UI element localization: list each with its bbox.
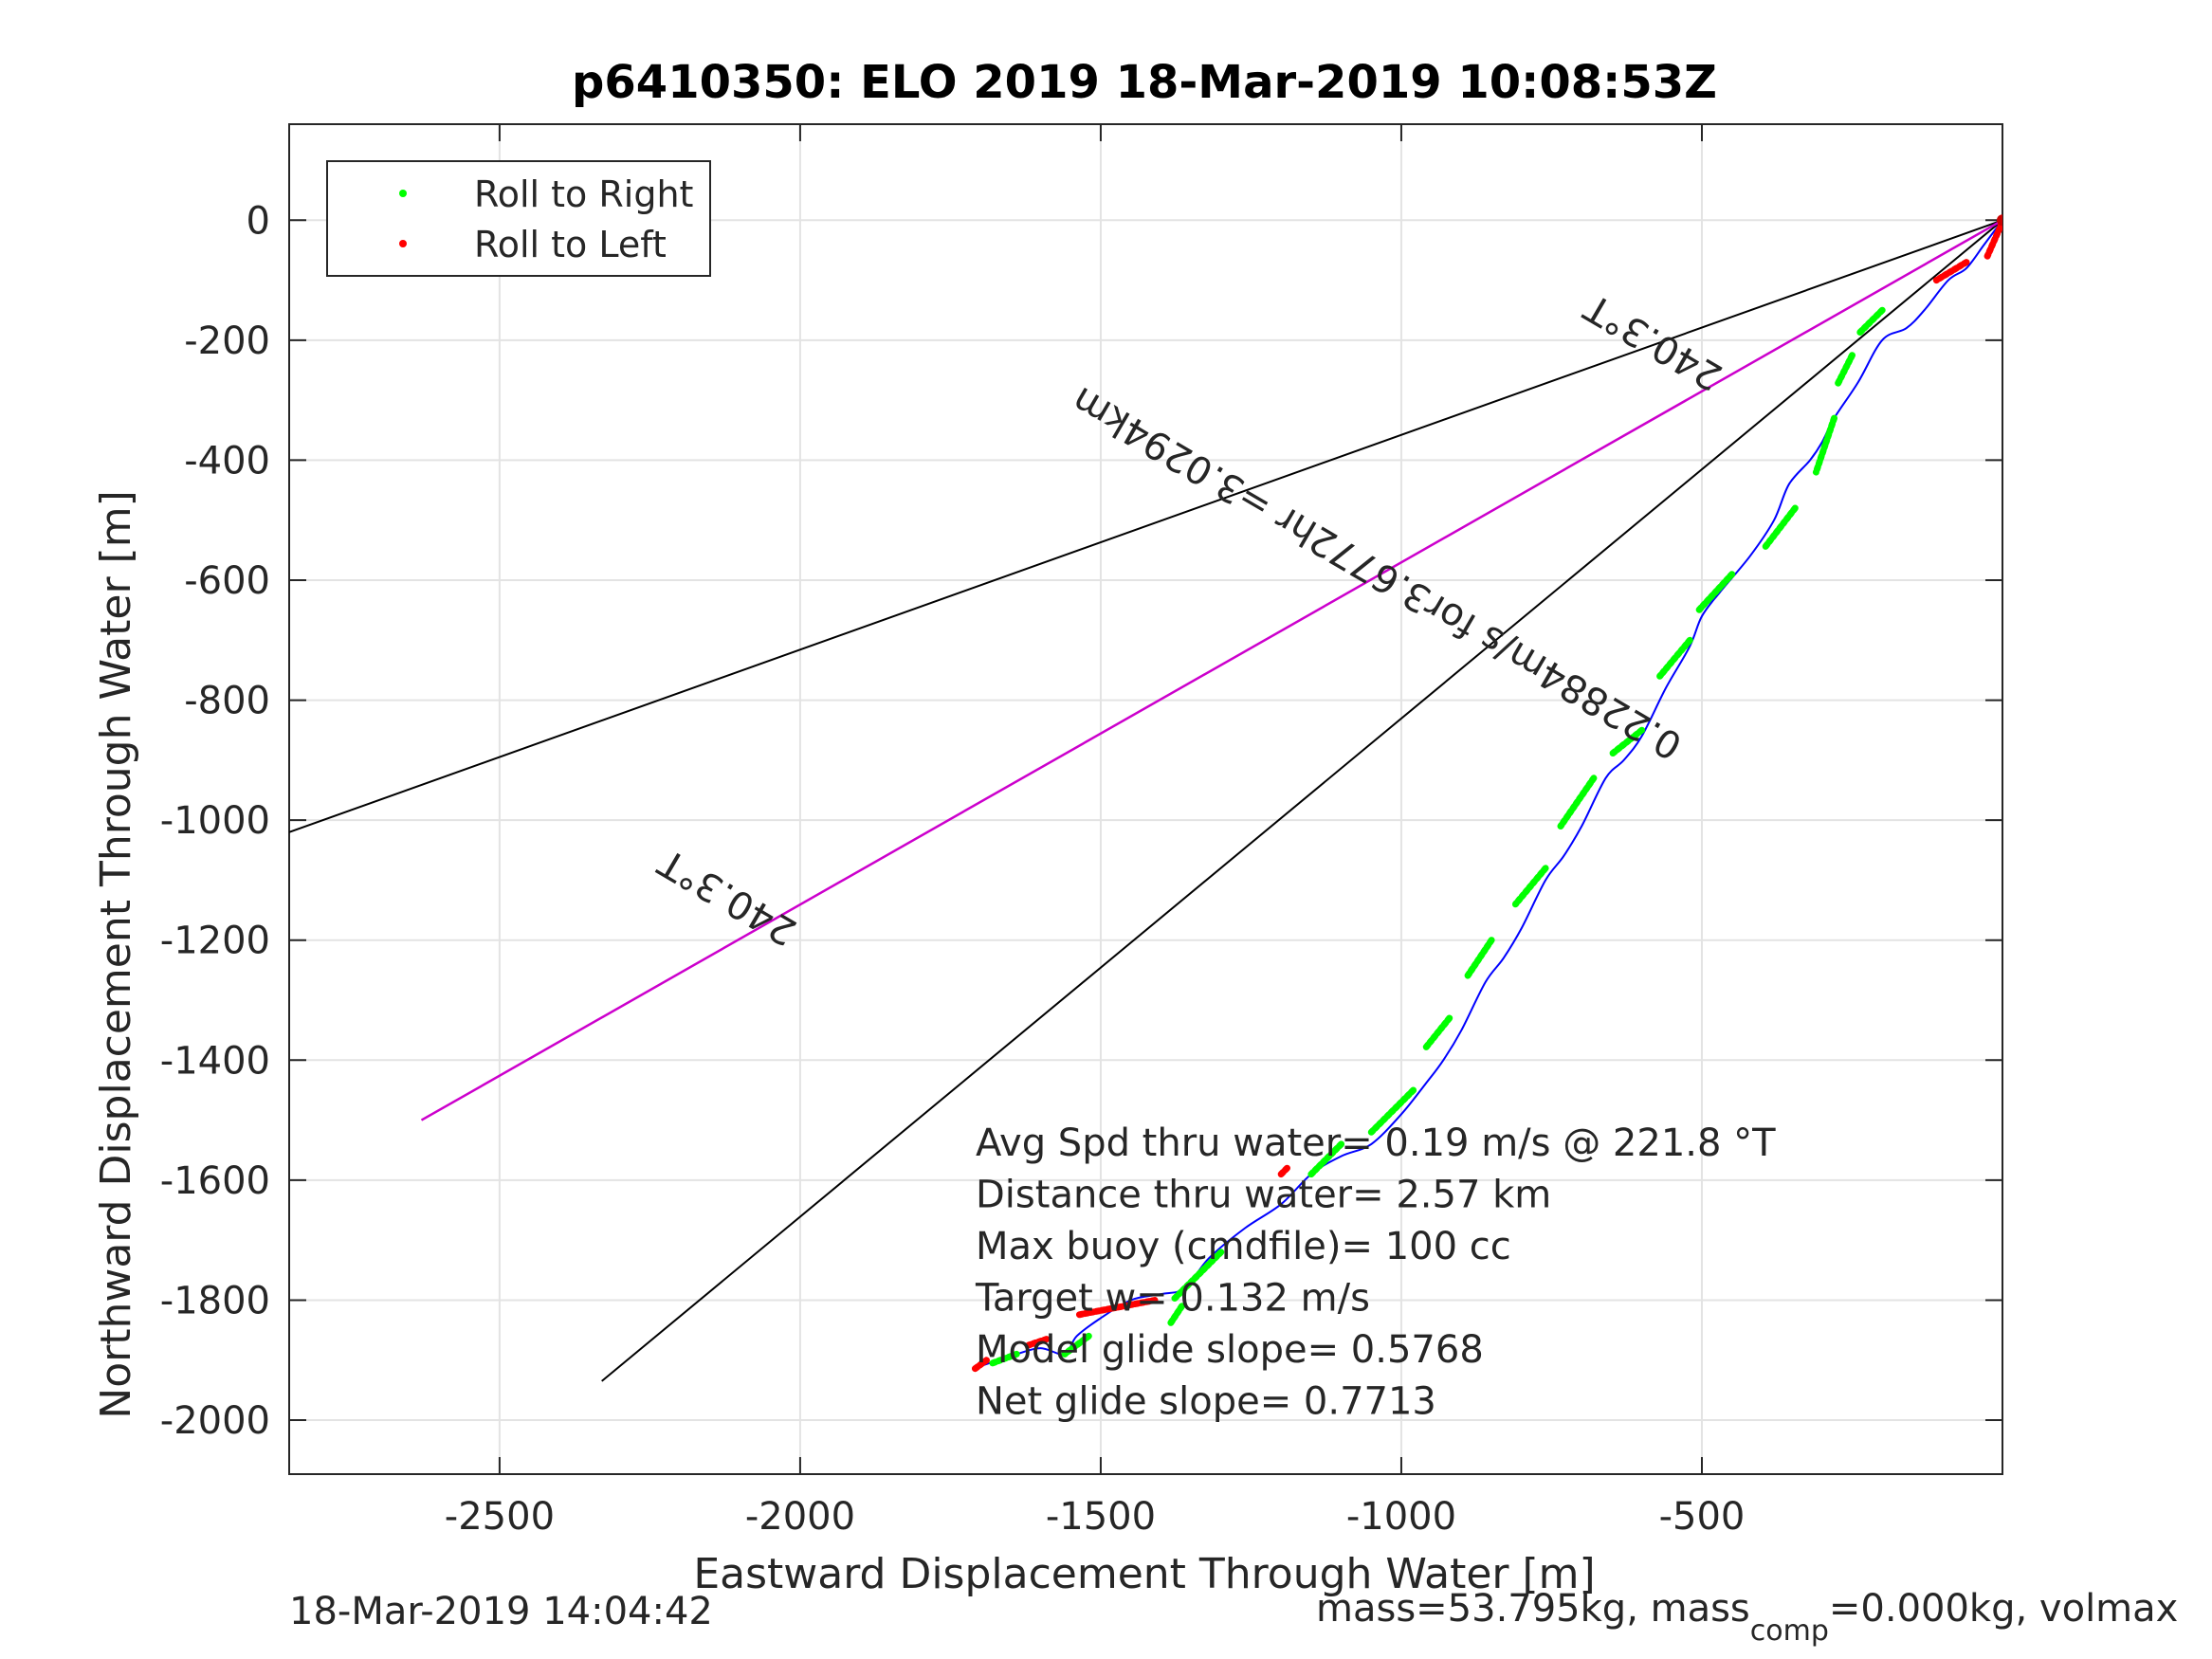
- y-tick-label: -200: [184, 319, 270, 363]
- legend-label-1: Roll to Left: [474, 224, 667, 265]
- roll-left-segment-0: [1983, 219, 2002, 260]
- roll-left-segment-2: [1277, 1164, 1290, 1178]
- roll-right-segment-13: [1169, 1249, 1225, 1304]
- roll-right-segment-7: [1557, 775, 1598, 830]
- roll-right-segment-1: [1834, 352, 1856, 389]
- x-tick-label: -2500: [445, 1495, 555, 1539]
- y-tick-label: -2000: [160, 1399, 270, 1443]
- stat-line-1: Distance thru water= 2.57 km: [976, 1174, 1551, 1217]
- legend-marker-1: [399, 240, 407, 247]
- legend: Roll to Right Roll to Left: [326, 160, 711, 277]
- y-tick-label: -1200: [160, 920, 270, 963]
- roll-right-segment-8: [1511, 865, 1549, 908]
- chart-title: p6410350: ELO 2019 18-Mar-2019 10:08:53Z: [572, 56, 1717, 109]
- roll-right-segment-5: [1656, 636, 1693, 680]
- roll-right-segment-14: [1166, 1303, 1185, 1328]
- stat-line-3: Target w= 0.132 m/s: [975, 1277, 1370, 1321]
- roll-right-segment-6: [1608, 726, 1646, 757]
- bearing-line-0: [289, 219, 2002, 833]
- bearing-line-1: [601, 219, 2002, 1382]
- stats-annotation: Avg Spd thru water= 0.19 m/s @ 221.8 °T D…: [975, 1121, 1776, 1424]
- origin-marker: [1997, 214, 2002, 227]
- roll-right-segment-2: [1812, 414, 1837, 476]
- y-tick-label: -1600: [160, 1159, 270, 1203]
- roll-right-segment-9: [1464, 937, 1495, 980]
- y-tick-label: -1800: [160, 1279, 270, 1322]
- footer-timestamp: 18-Mar-2019 14:04:42: [289, 1590, 713, 1633]
- legend-box: [326, 160, 711, 277]
- roll-left-segment-5: [971, 1357, 990, 1373]
- roll-right-segment-4: [1695, 571, 1736, 614]
- roll-right-segment-3: [1762, 504, 1799, 551]
- footer-mass-info: mass=53.795kg, masscomp=0.000kg, volmax: [1316, 1587, 2178, 1648]
- footer-mass-suffix: =0.000kg, volmax: [1829, 1587, 2178, 1631]
- y-tick-label: -1000: [160, 799, 270, 843]
- y-tick-label: -400: [184, 439, 270, 483]
- roll-left-segment-4: [1025, 1336, 1051, 1349]
- legend-marker-0: [399, 190, 407, 197]
- roll-right-segment-10: [1421, 1014, 1453, 1052]
- x-tick-label: -500: [1659, 1495, 1746, 1539]
- y-axis-label: Northward Displacement Through Water [m]: [92, 490, 140, 1418]
- y-tick-label: -600: [184, 559, 270, 603]
- footer-mass-subscript: comp: [1750, 1614, 1829, 1648]
- axes-box: [288, 123, 2003, 1475]
- roll-right-segment-15: [1061, 1332, 1092, 1358]
- roll-right-segment-12: [1307, 1140, 1345, 1178]
- roll-left-segment-1: [1932, 259, 1970, 284]
- x-tick-label: -2000: [745, 1495, 855, 1539]
- axes: -2500 -2000 -1500 -1000 -500 0 -200 -400 -600 -80…: [160, 123, 2003, 1539]
- x-tick-label: -1000: [1346, 1495, 1456, 1539]
- y-tick-label: -1400: [160, 1039, 270, 1083]
- roll-right-segment-16: [989, 1350, 1020, 1367]
- stat-line-5: Net glide slope= 0.7713: [976, 1380, 1436, 1424]
- stat-line-2: Max buoy (cmdfile)= 100 cc: [976, 1225, 1511, 1268]
- y-tick-label: -800: [184, 680, 270, 723]
- stat-line-4: Model glide slope= 0.5768: [976, 1328, 1484, 1372]
- y-tick-label: 0: [247, 199, 270, 243]
- heading-line-2: [420, 219, 2002, 1121]
- legend-label-0: Roll to Right: [474, 173, 693, 215]
- roll-right-segment-11: [1367, 1086, 1417, 1136]
- footer-mass-prefix: mass=53.795kg, mass: [1316, 1587, 1750, 1631]
- x-tick-label: -1500: [1046, 1495, 1156, 1539]
- stat-line-0: Avg Spd thru water= 0.19 m/s @ 221.8 °T: [976, 1121, 1776, 1165]
- roll-right-segment-0: [1855, 306, 1886, 337]
- glider-track: [979, 219, 2002, 1368]
- x-axis-label: Eastward Displacement Through Water [m]: [693, 1550, 1595, 1598]
- roll-left-segment-3: [1073, 1297, 1159, 1319]
